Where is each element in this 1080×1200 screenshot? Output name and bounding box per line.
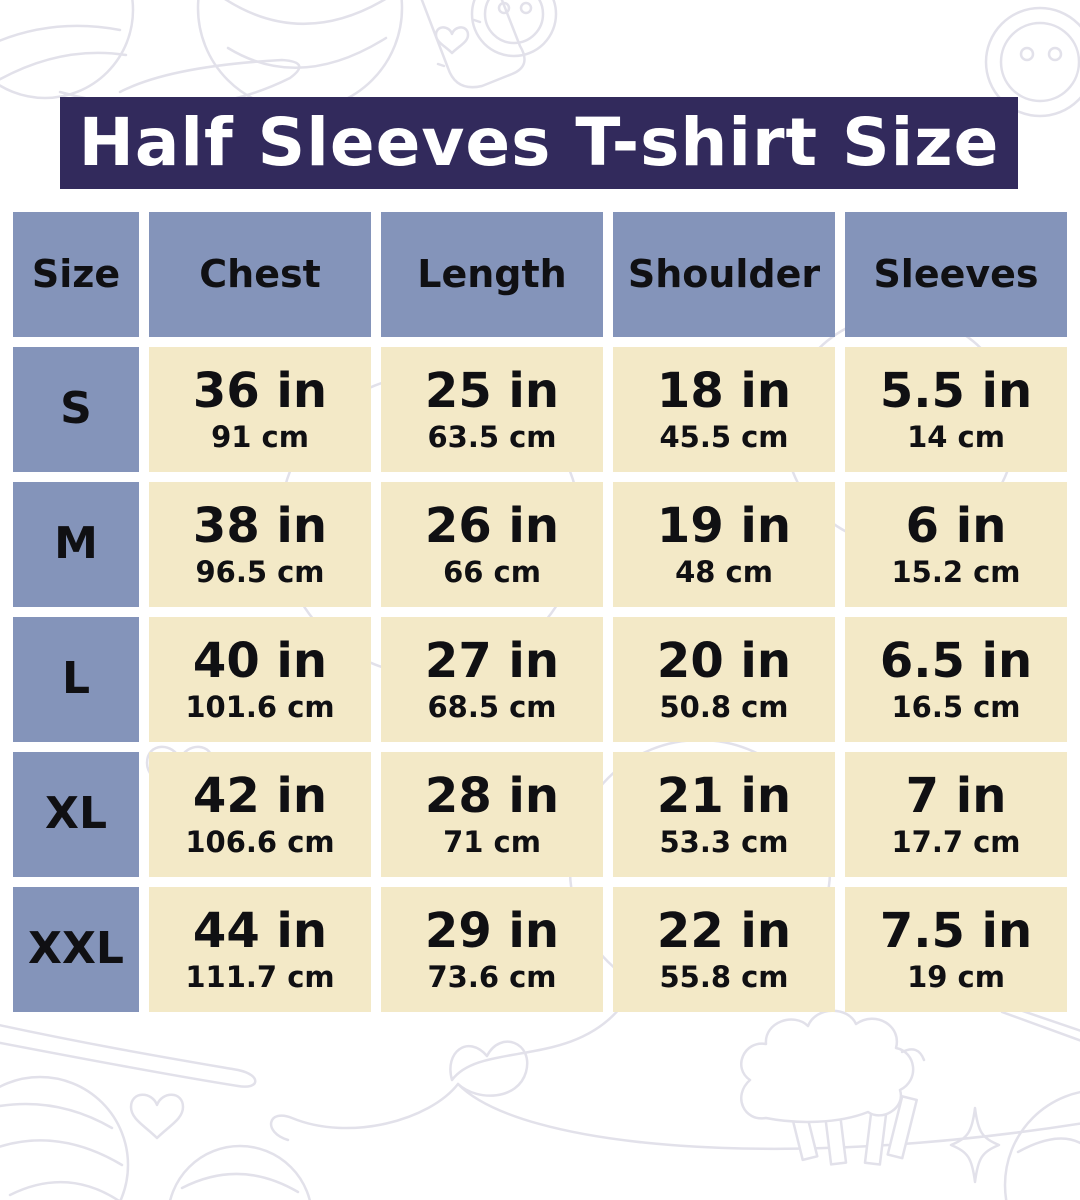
row-label-m: M — [13, 482, 139, 607]
value-cm: 101.6 cm — [185, 689, 335, 724]
value-inches: 7 in — [905, 767, 1007, 824]
thread-doodle — [269, 1006, 1080, 1151]
value-inches: 42 in — [192, 767, 328, 824]
cell-m-chest: 38 in 96.5 cm — [149, 482, 371, 607]
value-inches: 21 in — [656, 767, 792, 824]
row-label-xxl: XXL — [13, 887, 139, 1012]
value-inches: 19 in — [656, 497, 792, 554]
cell-l-length: 27 in 68.5 cm — [381, 617, 603, 742]
cell-xxl-shoulder: 22 in 55.8 cm — [613, 887, 835, 1012]
row-label-l: L — [13, 617, 139, 742]
column-header-sleeves: Sleeves — [845, 212, 1067, 337]
sheep-doodle — [740, 1009, 926, 1166]
row-label-s: S — [13, 347, 139, 472]
yarn-ball-doodle — [0, 0, 301, 109]
cell-l-shoulder: 20 in 50.8 cm — [613, 617, 835, 742]
value-inches: 29 in — [424, 902, 560, 959]
cell-xl-length: 28 in 71 cm — [381, 752, 603, 877]
page-title: Half Sleeves T-shirt Size — [78, 104, 1000, 181]
value-inches: 7.5 in — [879, 902, 1033, 959]
cell-s-sleeves: 5.5 in 14 cm — [845, 347, 1067, 472]
value-inches: 18 in — [656, 362, 792, 419]
button-doodle — [470, 0, 558, 58]
cell-xxl-chest: 44 in 111.7 cm — [149, 887, 371, 1012]
value-cm: 68.5 cm — [427, 689, 557, 724]
cell-m-shoulder: 19 in 48 cm — [613, 482, 835, 607]
button-doodle — [984, 6, 1080, 118]
value-inches: 38 in — [192, 497, 328, 554]
value-cm: 91 cm — [211, 419, 309, 454]
row-label-xl: XL — [13, 752, 139, 877]
value-cm: 45.5 cm — [659, 419, 789, 454]
cell-s-length: 25 in 63.5 cm — [381, 347, 603, 472]
value-cm: 19 cm — [907, 959, 1005, 994]
crochet-hook-doodle — [0, 1023, 257, 1088]
cell-l-chest: 40 in 101.6 cm — [149, 617, 371, 742]
cell-xl-shoulder: 21 in 53.3 cm — [613, 752, 835, 877]
value-cm: 63.5 cm — [427, 419, 557, 454]
cell-m-length: 26 in 66 cm — [381, 482, 603, 607]
column-header-chest: Chest — [149, 212, 371, 337]
sparkle-doodle — [949, 1106, 1001, 1184]
value-cm: 53.3 cm — [659, 824, 789, 859]
cell-xl-chest: 42 in 106.6 cm — [149, 752, 371, 877]
value-cm: 111.7 cm — [185, 959, 335, 994]
cell-xl-sleeves: 7 in 17.7 cm — [845, 752, 1067, 877]
cell-s-chest: 36 in 91 cm — [149, 347, 371, 472]
cell-xxl-length: 29 in 73.6 cm — [381, 887, 603, 1012]
column-header-size: Size — [13, 212, 139, 337]
column-header-length: Length — [381, 212, 603, 337]
cell-m-sleeves: 6 in 15.2 cm — [845, 482, 1067, 607]
value-cm: 50.8 cm — [659, 689, 789, 724]
column-header-shoulder: Shoulder — [613, 212, 835, 337]
cell-xxl-sleeves: 7.5 in 19 cm — [845, 887, 1067, 1012]
yarn-ball-doodle — [1003, 1090, 1080, 1200]
value-inches: 6 in — [905, 497, 1007, 554]
value-cm: 15.2 cm — [891, 554, 1021, 589]
value-inches: 44 in — [192, 902, 328, 959]
value-inches: 36 in — [192, 362, 328, 419]
value-cm: 71 cm — [443, 824, 541, 859]
value-inches: 25 in — [424, 362, 560, 419]
value-cm: 17.7 cm — [891, 824, 1021, 859]
value-cm: 14 cm — [907, 419, 1005, 454]
value-inches: 22 in — [656, 902, 792, 959]
value-inches: 26 in — [424, 497, 560, 554]
value-inches: 28 in — [424, 767, 560, 824]
value-inches: 5.5 in — [879, 362, 1033, 419]
value-cm: 66 cm — [443, 554, 541, 589]
value-cm: 73.6 cm — [427, 959, 557, 994]
size-table: Size Chest Length Shoulder Sleeves S 36 … — [13, 212, 1067, 1012]
value-inches: 20 in — [656, 632, 792, 689]
value-inches: 40 in — [192, 632, 328, 689]
cell-s-shoulder: 18 in 45.5 cm — [613, 347, 835, 472]
value-cm: 106.6 cm — [185, 824, 335, 859]
yarn-ball-doodle — [196, 0, 404, 112]
yarn-ball-doodle — [169, 1144, 311, 1200]
value-inches: 6.5 in — [879, 632, 1033, 689]
value-cm: 16.5 cm — [891, 689, 1021, 724]
value-cm: 55.8 cm — [659, 959, 789, 994]
yarn-ball-doodle — [0, 1075, 130, 1200]
title-bar: Half Sleeves T-shirt Size — [60, 97, 1018, 189]
value-cm: 96.5 cm — [195, 554, 325, 589]
value-cm: 48 cm — [675, 554, 773, 589]
cell-l-sleeves: 6.5 in 16.5 cm — [845, 617, 1067, 742]
heart-doodle — [129, 1093, 185, 1140]
value-inches: 27 in — [424, 632, 560, 689]
